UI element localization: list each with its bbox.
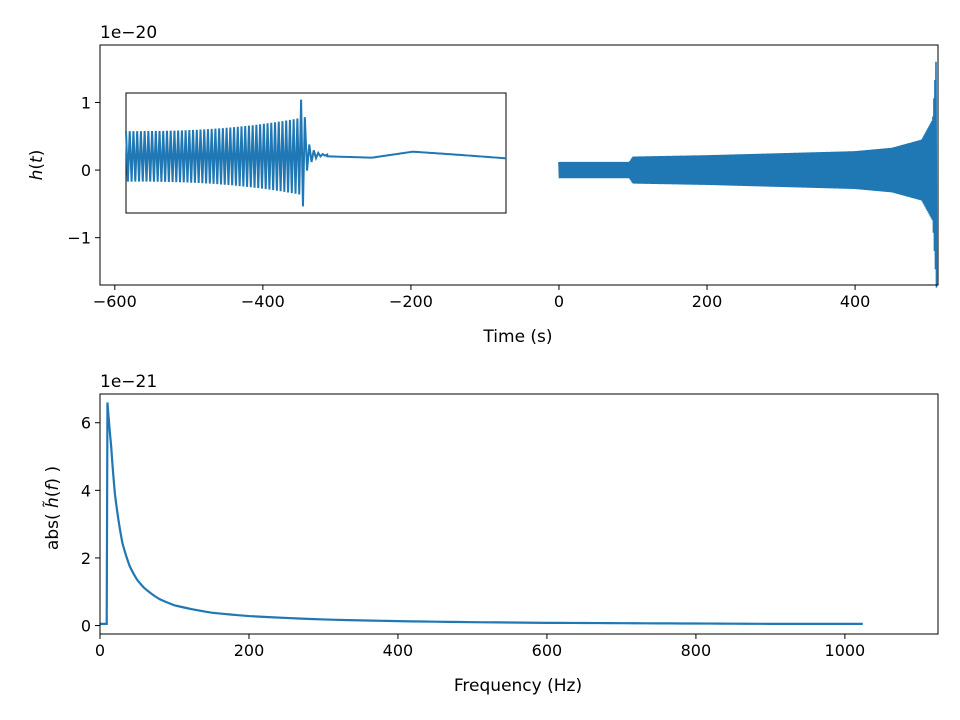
time-domain-plot: 1e−20 Time (s) h(t) −600 −400 −200 0 200 400−… <box>27 23 939 347</box>
bottom-y-tick-label: 6 <box>81 414 91 433</box>
top-x-tick-label: 400 <box>840 292 871 311</box>
top-x-tick-label: −400 <box>241 292 285 311</box>
top-x-tick-label: 0 <box>554 292 564 311</box>
top-y-axis-label: h(t) <box>27 150 47 181</box>
bottom-y-tick-label: 2 <box>81 549 91 568</box>
bottom-x-tick-label: 800 <box>681 641 712 660</box>
top-x-tick-label: −600 <box>93 292 137 311</box>
bottom-x-tick-label: 400 <box>383 641 414 660</box>
top-x-axis-label: Time (s) <box>482 327 552 347</box>
top-x-tick-label: −200 <box>389 292 433 311</box>
top-x-tick-label: 200 <box>692 292 723 311</box>
inset-waveform-series <box>125 99 507 207</box>
top-y-tick-label: 0 <box>81 161 91 180</box>
bottom-spectrum-series <box>100 402 863 625</box>
top-data-layer <box>558 61 938 288</box>
bottom-x-tick-label: 200 <box>234 641 265 660</box>
top-plot-frame <box>99 44 939 286</box>
top-waveform-series <box>558 61 938 288</box>
bottom-x-axis-label: Frequency (Hz) <box>454 676 582 696</box>
frequency-domain-plot: 1e−21 Frequency (Hz) abs( h̃(f) ) 0 200 40… <box>42 372 939 696</box>
top-y-tick-label: −1 <box>67 229 91 248</box>
top-y-tick-label: 1 <box>81 93 91 112</box>
bottom-x-tick-label: 1000 <box>825 641 866 660</box>
bottom-plot-frame <box>99 393 939 635</box>
bottom-x-tick-label: 600 <box>532 641 563 660</box>
top-ticks: −600 −400 −200 0 200 400 −1 0 1 <box>67 93 870 311</box>
top-y-offset-label: 1e−20 <box>100 23 157 43</box>
bottom-y-tick-label: 4 <box>81 481 91 500</box>
bottom-ticks: 0 200 400 600 800 1000 0 2 4 6 <box>81 414 865 660</box>
bottom-x-tick-label: 0 <box>95 641 105 660</box>
bottom-y-offset-label: 1e−21 <box>100 372 157 392</box>
bottom-y-axis-label: abs( h̃(f) ) <box>42 466 63 550</box>
bottom-y-tick-label: 0 <box>81 617 91 636</box>
top-inset <box>125 92 507 214</box>
bottom-data-layer <box>100 402 863 625</box>
